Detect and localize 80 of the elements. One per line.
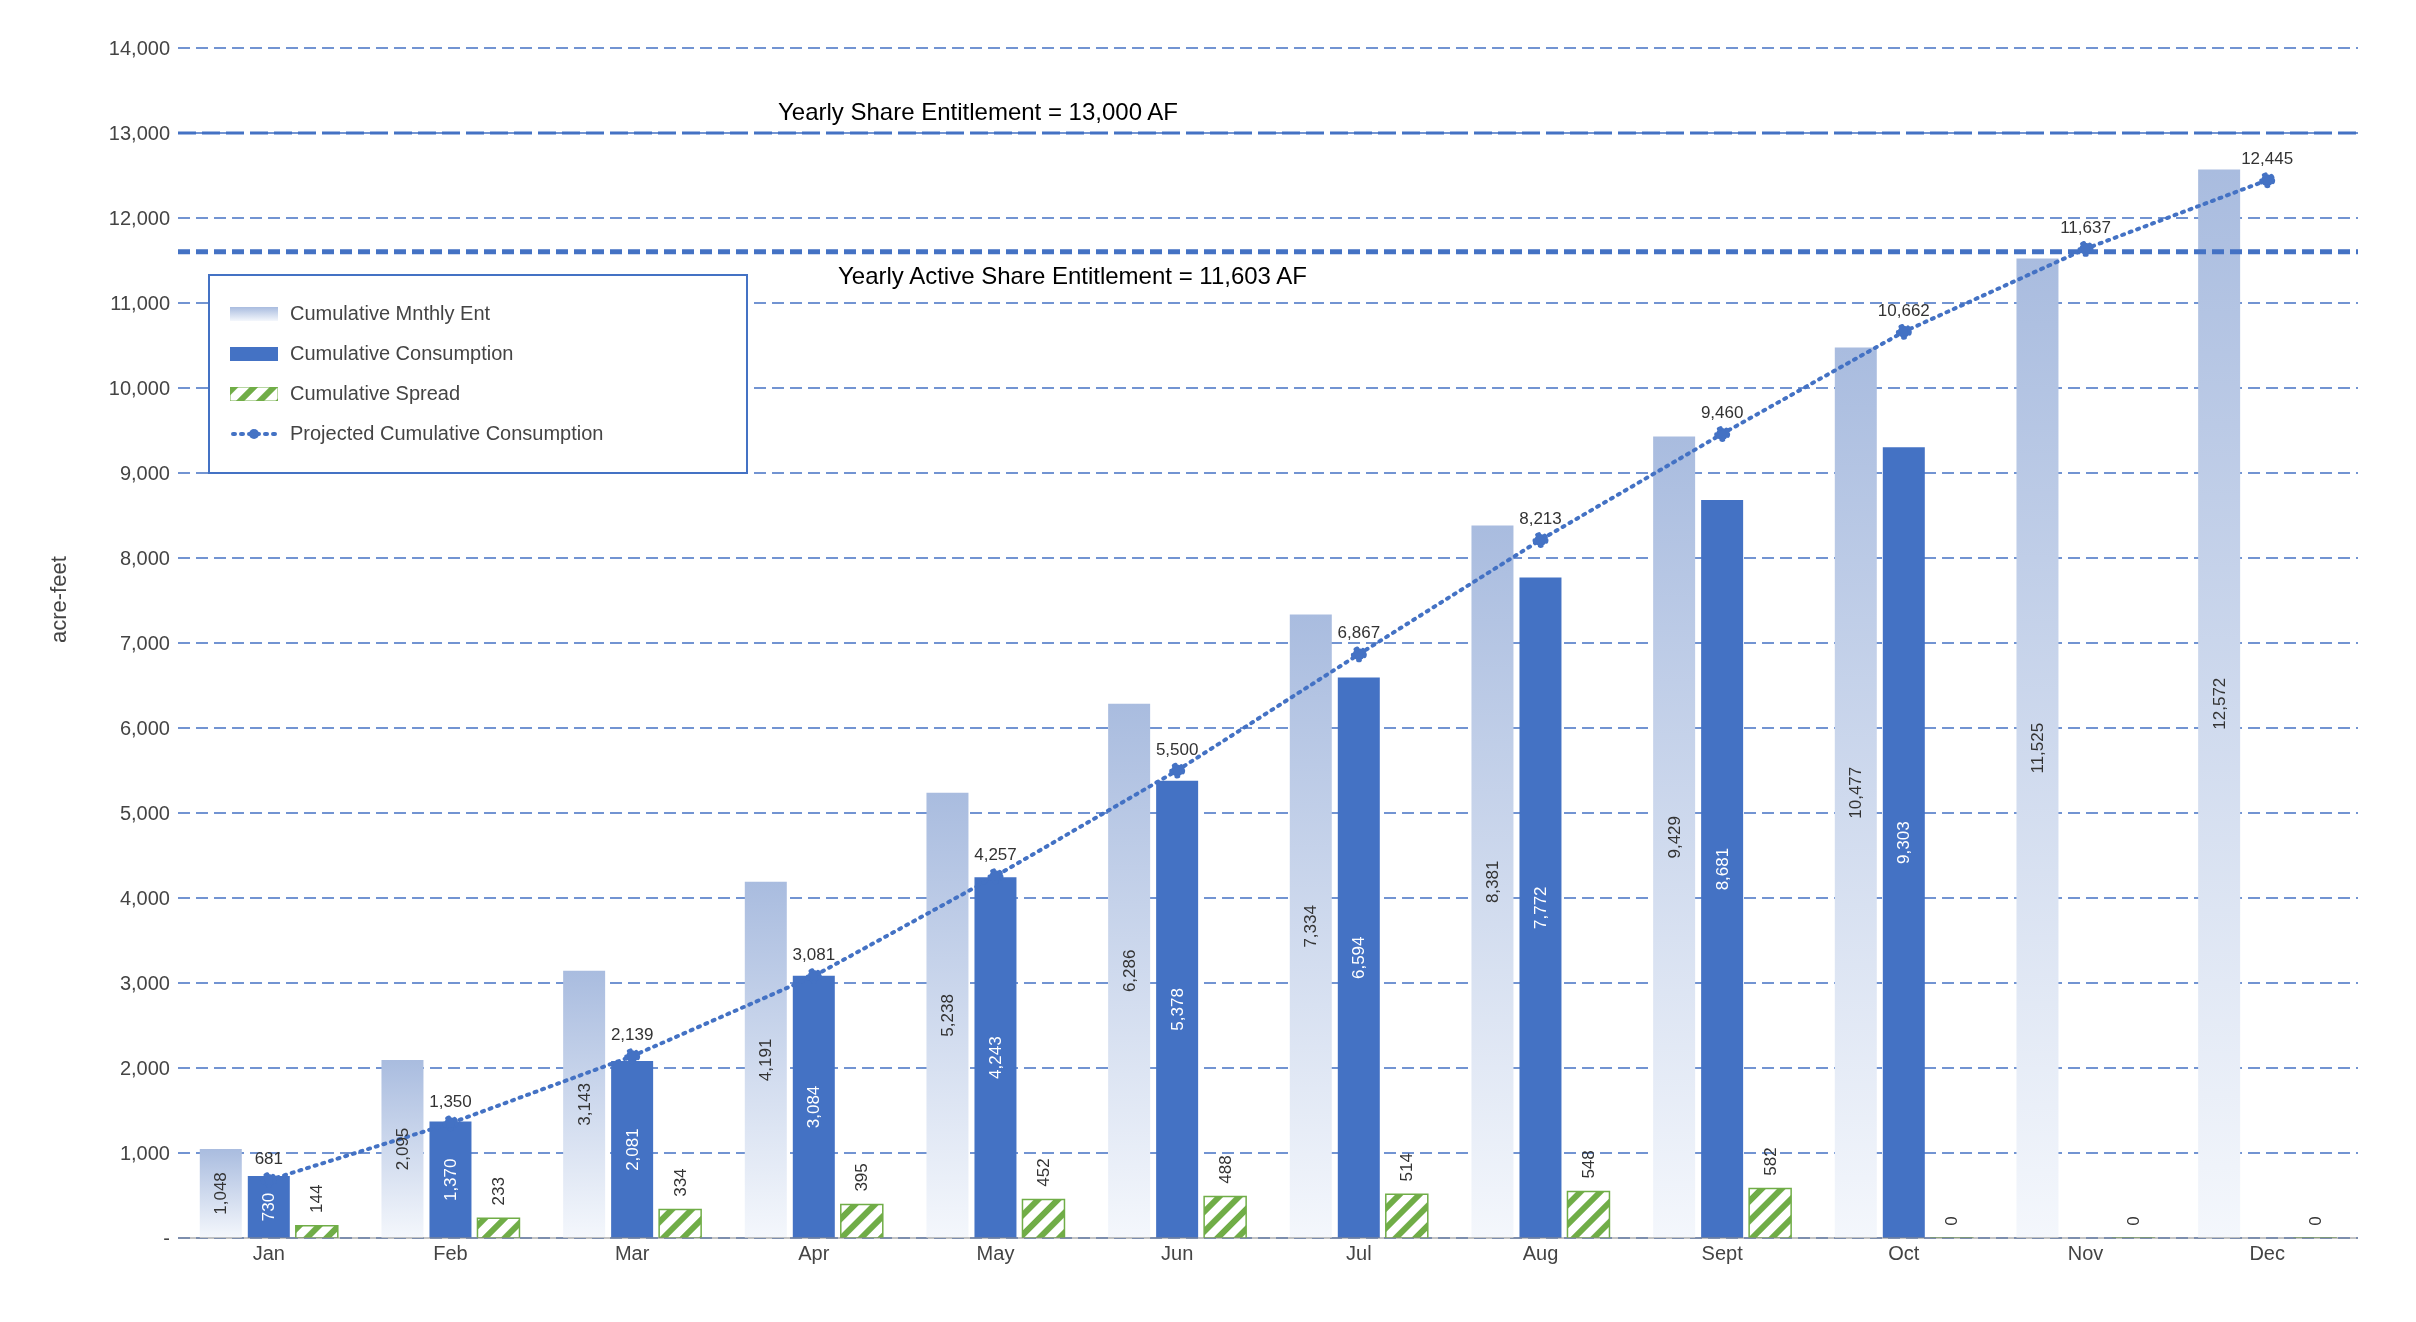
data-label: 395 — [852, 1163, 872, 1192]
x-tick-label: Sept — [1701, 1242, 1744, 1265]
data-label: 144 — [307, 1184, 327, 1213]
x-tick-label: Feb — [433, 1242, 468, 1265]
y-tick-label: 7,000 — [119, 632, 170, 655]
y-tick-label: 4,000 — [119, 887, 170, 910]
y-tick-label: 3,000 — [119, 972, 170, 995]
data-label: 4,191 — [756, 1038, 776, 1082]
data-label: 11,525 — [2027, 722, 2047, 774]
data-label: 3,084 — [804, 1085, 824, 1129]
data-label: 3,081 — [792, 945, 836, 965]
data-label: 7,334 — [1301, 905, 1321, 948]
data-label: 730 — [259, 1192, 279, 1222]
data-label: 7,772 — [1530, 886, 1550, 929]
data-label: 5,238 — [937, 994, 957, 1037]
data-label: 9,429 — [1664, 815, 1684, 859]
data-label: 11,637 — [2060, 217, 2111, 237]
legend-label: Cumulative Spread — [290, 382, 461, 406]
y-tick-label: 8,000 — [119, 547, 170, 570]
data-label: 2,081 — [622, 1128, 642, 1171]
y-tick-label: 9,000 — [119, 462, 170, 485]
y-tick-label: 11,000 — [110, 292, 170, 315]
y-tick-label: 6,000 — [119, 717, 170, 740]
data-label: 8,681 — [1712, 847, 1732, 891]
data-label: 2,095 — [392, 1127, 412, 1171]
data-label: 452 — [1033, 1158, 1053, 1187]
y-tick-label: 2,000 — [119, 1057, 170, 1080]
data-label: 12,572 — [2209, 677, 2229, 730]
data-label: 6,867 — [1337, 623, 1381, 643]
x-tick-label: Jun — [1161, 1242, 1194, 1265]
data-label: 514 — [1397, 1153, 1417, 1182]
data-label: 12,445 — [2241, 149, 2294, 169]
data-label: 9,303 — [1894, 821, 1914, 864]
data-label: 681 — [254, 1149, 284, 1169]
x-tick-label: Jan — [252, 1242, 285, 1265]
data-label: 10,662 — [1877, 300, 1930, 320]
y-tick-label: 5,000 — [119, 802, 170, 825]
x-tick-label: Dec — [2249, 1242, 2285, 1265]
x-tick-label: Nov — [2067, 1242, 2104, 1265]
data-label: 233 — [488, 1177, 508, 1206]
data-label: 5,500 — [1155, 739, 1199, 759]
legend-label: Cumulative Mnthly Ent — [290, 302, 491, 326]
data-label: 548 — [1578, 1150, 1598, 1179]
legend-label: Projected Cumulative Consumption — [290, 422, 604, 446]
x-tick-label: Mar — [614, 1242, 650, 1265]
data-label: 3,143 — [574, 1083, 594, 1126]
legend-label: Cumulative Consumption — [290, 342, 514, 366]
data-label: 582 — [1760, 1147, 1780, 1176]
ref-line-label: Yearly Share Entitlement = 13,000 AF — [778, 98, 1179, 126]
x-tick-label: Apr — [798, 1242, 830, 1265]
data-label: 1,350 — [429, 1092, 472, 1112]
data-label: 8,213 — [1519, 508, 1562, 528]
y-axis-title: acre-feet — [45, 556, 71, 643]
data-label: 9,460 — [1700, 402, 1744, 422]
data-label: 0 — [1942, 1216, 1962, 1226]
y-tick-label: - — [163, 1227, 170, 1250]
y-tick-label: 14,000 — [108, 37, 170, 60]
data-label: 5,378 — [1167, 988, 1187, 1031]
data-label: 0 — [2123, 1216, 2143, 1226]
x-tick-label: Jul — [1346, 1242, 1372, 1265]
ref-line-label: Yearly Active Share Entitlement = 11,603 AF — [838, 261, 1307, 289]
data-label: 0 — [2305, 1216, 2325, 1226]
x-tick-label: May — [976, 1242, 1015, 1265]
data-label: 10,477 — [1846, 766, 1866, 819]
data-label: 6,286 — [1119, 949, 1139, 993]
y-tick-label: 13,000 — [108, 122, 170, 145]
x-tick-label: Aug — [1522, 1242, 1559, 1265]
x-tick-label: Oct — [1888, 1242, 1920, 1265]
data-label: 334 — [670, 1168, 690, 1197]
data-label: 1,048 — [211, 1172, 231, 1215]
y-tick-label: 10,000 — [108, 377, 170, 400]
data-label: 2,139 — [610, 1025, 654, 1045]
y-tick-label: 1,000 — [119, 1142, 170, 1165]
data-label: 488 — [1215, 1155, 1235, 1184]
data-label: 4,243 — [985, 1036, 1005, 1079]
data-label: 1,370 — [440, 1158, 460, 1202]
data-label: 4,257 — [974, 845, 1017, 865]
y-tick-label: 12,000 — [108, 207, 170, 230]
data-label: 8,381 — [1482, 860, 1502, 904]
data-label: 6,594 — [1349, 936, 1369, 980]
